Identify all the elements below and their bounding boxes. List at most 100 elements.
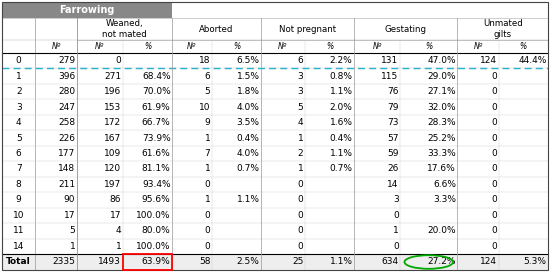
Text: 95.6%: 95.6%: [142, 195, 170, 204]
Text: 0: 0: [298, 242, 303, 251]
Text: 0.8%: 0.8%: [329, 72, 353, 81]
Text: 93.4%: 93.4%: [142, 180, 170, 189]
Text: 115: 115: [381, 72, 399, 81]
Text: 1: 1: [205, 195, 210, 204]
Text: 81.1%: 81.1%: [142, 165, 170, 174]
Text: 4: 4: [116, 226, 122, 235]
Text: 11: 11: [13, 226, 24, 235]
Text: 0: 0: [492, 195, 497, 204]
Text: %: %: [233, 42, 240, 51]
Text: 0: 0: [16, 56, 21, 65]
Text: 3: 3: [393, 195, 399, 204]
Text: 211: 211: [58, 180, 75, 189]
Text: 3.5%: 3.5%: [236, 118, 260, 127]
Text: 0: 0: [116, 56, 122, 65]
Text: 20.0%: 20.0%: [427, 226, 456, 235]
Text: Gestating: Gestating: [385, 24, 427, 33]
Text: Nº: Nº: [187, 42, 197, 51]
Text: Nº: Nº: [95, 42, 104, 51]
Bar: [123, 254, 172, 270]
Text: 4.0%: 4.0%: [236, 103, 260, 112]
Text: 29.0%: 29.0%: [427, 72, 456, 81]
Text: 247: 247: [58, 103, 75, 112]
Text: 14: 14: [387, 180, 399, 189]
Text: 6.6%: 6.6%: [433, 180, 456, 189]
Text: 5: 5: [298, 103, 303, 112]
Text: 1: 1: [205, 165, 210, 174]
Text: 396: 396: [58, 72, 75, 81]
Text: 4: 4: [16, 118, 21, 127]
Text: 86: 86: [110, 195, 122, 204]
Text: 5: 5: [205, 87, 210, 96]
Text: %: %: [425, 42, 432, 51]
Text: %: %: [326, 42, 333, 51]
Text: 172: 172: [104, 118, 122, 127]
Text: 0.4%: 0.4%: [329, 134, 353, 143]
Text: Weaned,
not mated: Weaned, not mated: [102, 19, 147, 39]
Text: 27.1%: 27.1%: [427, 87, 456, 96]
Text: 148: 148: [58, 165, 75, 174]
Text: 1: 1: [393, 226, 399, 235]
Text: 3: 3: [298, 72, 303, 81]
Text: 2: 2: [298, 149, 303, 158]
Text: 100.0%: 100.0%: [136, 242, 170, 251]
Text: 32.0%: 32.0%: [427, 103, 456, 112]
Text: %: %: [520, 42, 527, 51]
Text: 0: 0: [492, 134, 497, 143]
Text: 17: 17: [64, 211, 75, 220]
Text: 9: 9: [205, 118, 210, 127]
Text: 2.0%: 2.0%: [329, 103, 353, 112]
Text: 47.0%: 47.0%: [427, 56, 456, 65]
Text: Unmated
gilts: Unmated gilts: [483, 19, 522, 39]
Bar: [2, 254, 548, 270]
Text: 28.3%: 28.3%: [427, 118, 456, 127]
Text: 66.7%: 66.7%: [142, 118, 170, 127]
Text: 0: 0: [205, 211, 210, 220]
Text: 196: 196: [104, 87, 122, 96]
Text: 0.4%: 0.4%: [236, 134, 260, 143]
Text: Not pregnant: Not pregnant: [279, 24, 336, 33]
Text: 177: 177: [58, 149, 75, 158]
Text: 0: 0: [298, 211, 303, 220]
Text: 10: 10: [13, 211, 24, 220]
Text: 0: 0: [205, 242, 210, 251]
Text: 153: 153: [104, 103, 122, 112]
Text: 3.3%: 3.3%: [433, 195, 456, 204]
Text: 61.6%: 61.6%: [142, 149, 170, 158]
Text: 1: 1: [116, 242, 122, 251]
Text: 1.1%: 1.1%: [329, 87, 353, 96]
Text: 68.4%: 68.4%: [142, 72, 170, 81]
Text: 1: 1: [205, 134, 210, 143]
Text: 131: 131: [381, 56, 399, 65]
Text: 18: 18: [199, 56, 210, 65]
Bar: [2, 2, 172, 18]
Text: 124: 124: [480, 56, 497, 65]
Text: 0: 0: [205, 226, 210, 235]
Text: 124: 124: [480, 258, 497, 267]
Text: 27.2%: 27.2%: [427, 258, 456, 267]
Text: 59: 59: [387, 149, 399, 158]
Text: Nº: Nº: [51, 42, 60, 51]
Text: 0.7%: 0.7%: [329, 165, 353, 174]
Text: 25: 25: [292, 258, 303, 267]
Text: 2335: 2335: [52, 258, 75, 267]
Text: 3: 3: [16, 103, 21, 112]
Text: 33.3%: 33.3%: [427, 149, 456, 158]
Text: 58: 58: [199, 258, 210, 267]
Text: 1: 1: [298, 165, 303, 174]
Text: 7: 7: [16, 165, 21, 174]
Text: 0: 0: [492, 72, 497, 81]
Text: 8: 8: [16, 180, 21, 189]
Text: 6: 6: [298, 56, 303, 65]
Text: 70.0%: 70.0%: [142, 87, 170, 96]
Text: 1: 1: [16, 72, 21, 81]
Text: 0: 0: [492, 211, 497, 220]
Text: 167: 167: [104, 134, 122, 143]
Text: 73.9%: 73.9%: [142, 134, 170, 143]
Text: 25.2%: 25.2%: [427, 134, 456, 143]
Text: 279: 279: [58, 56, 75, 65]
Text: 2: 2: [16, 87, 21, 96]
Text: 80.0%: 80.0%: [142, 226, 170, 235]
Text: 57: 57: [387, 134, 399, 143]
Text: 1.8%: 1.8%: [236, 87, 260, 96]
